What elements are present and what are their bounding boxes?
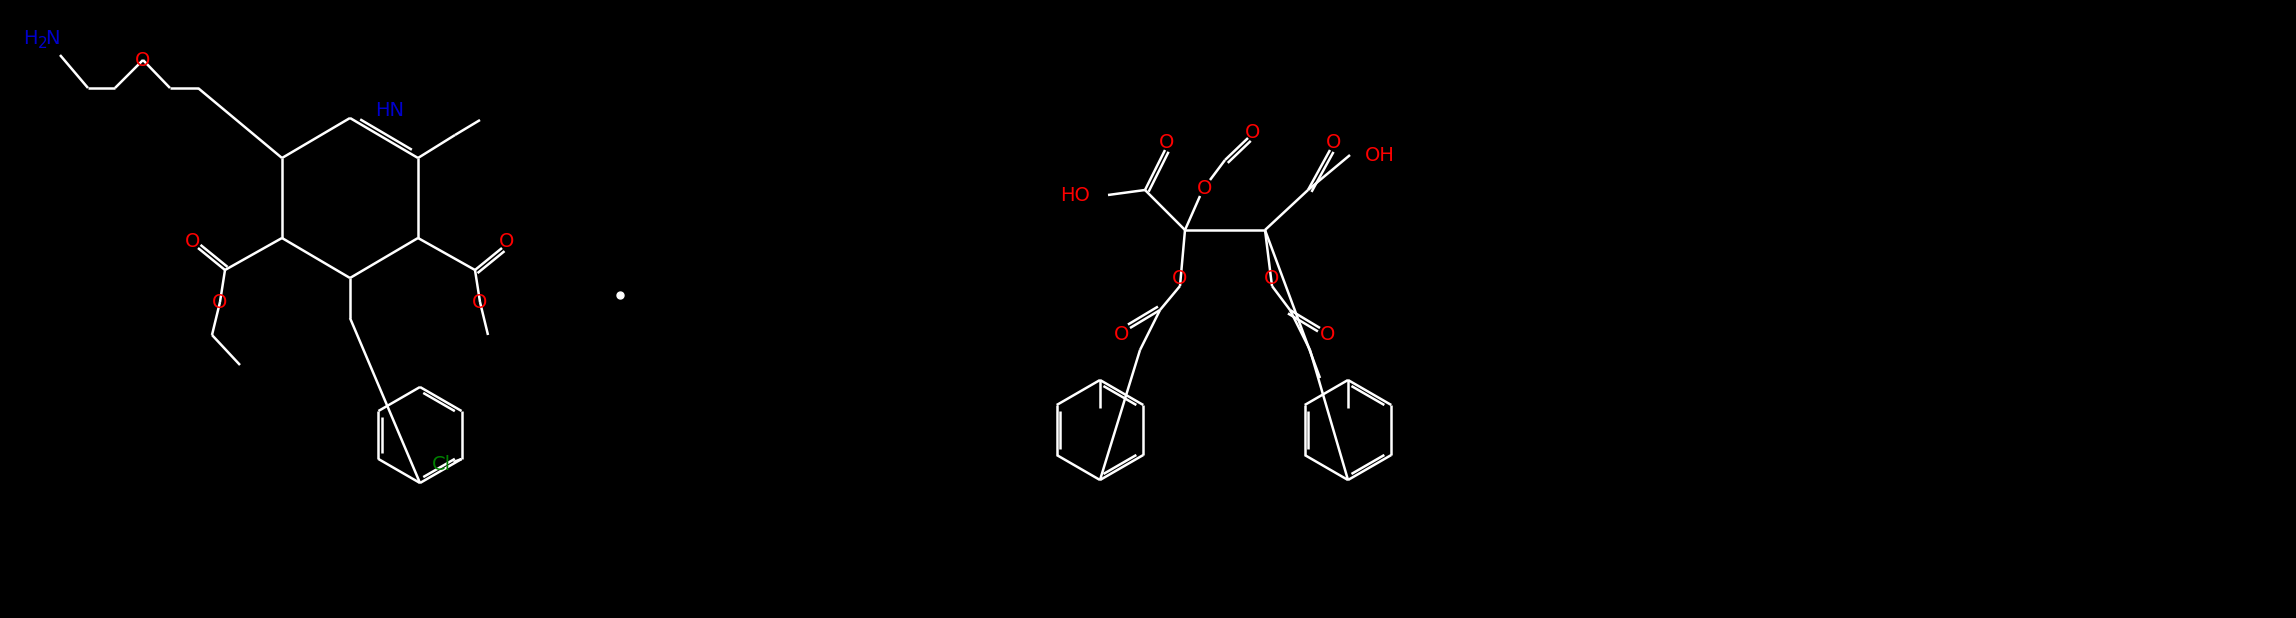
Text: 2: 2	[39, 35, 48, 51]
Text: O: O	[1327, 132, 1341, 151]
Text: O: O	[1196, 179, 1212, 198]
Text: O: O	[211, 292, 227, 311]
Text: O: O	[498, 232, 514, 250]
Text: O: O	[186, 232, 200, 250]
Text: HO: HO	[1061, 185, 1091, 205]
Text: O: O	[1114, 324, 1130, 344]
Text: N: N	[44, 28, 60, 48]
Text: O: O	[1320, 324, 1336, 344]
Text: HN: HN	[377, 101, 404, 119]
Text: OH: OH	[1366, 145, 1396, 164]
Text: O: O	[1244, 122, 1261, 142]
Text: O: O	[1265, 268, 1279, 287]
Text: Cl: Cl	[432, 454, 450, 473]
Text: O: O	[1173, 268, 1187, 287]
Text: O: O	[135, 51, 152, 69]
Text: O: O	[473, 292, 487, 311]
Text: O: O	[1159, 132, 1176, 151]
Text: H: H	[23, 28, 37, 48]
